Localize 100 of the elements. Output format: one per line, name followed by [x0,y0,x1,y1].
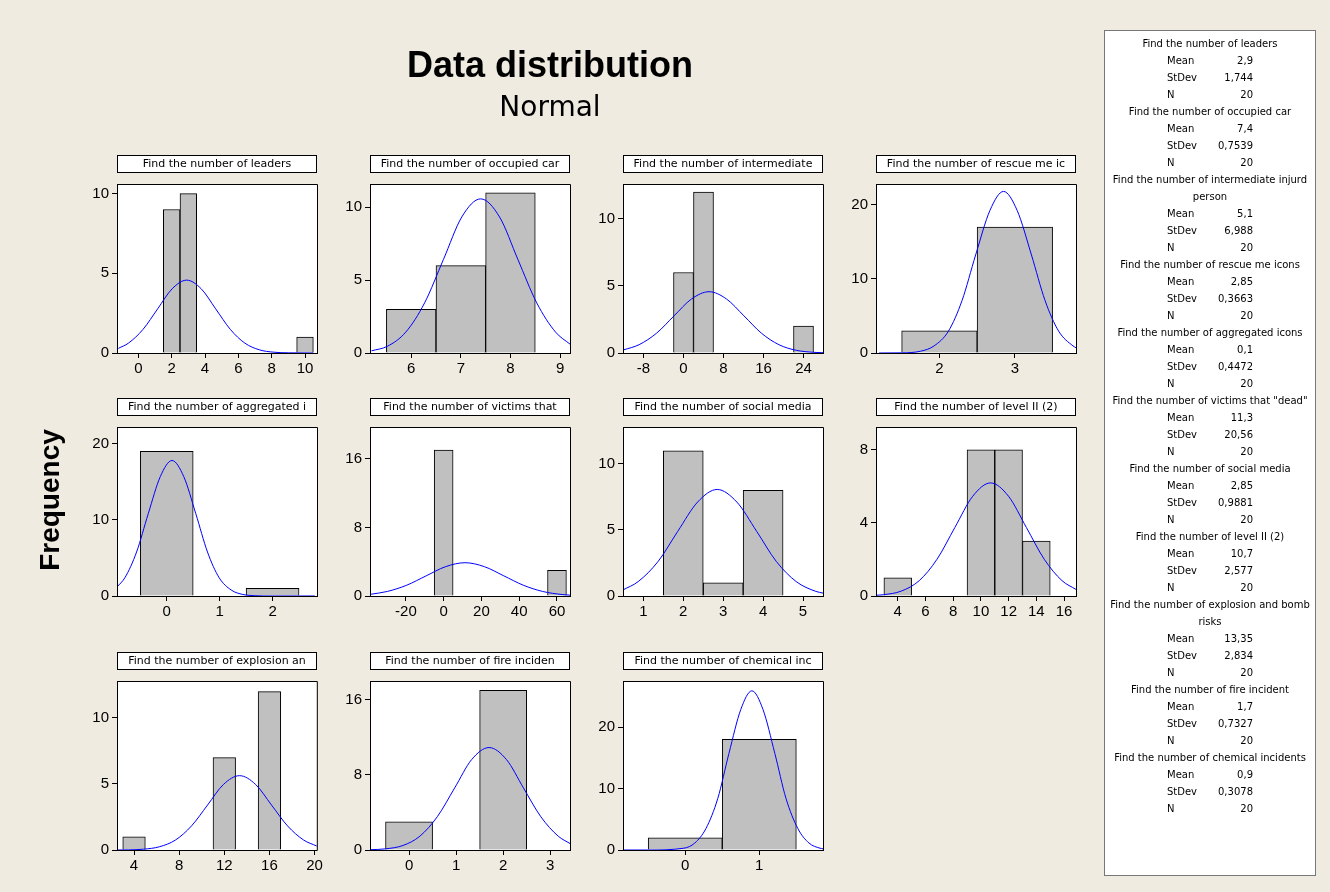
x-tick-label: 0 [404,856,414,874]
y-tick-label: 0 [353,840,362,858]
y-tick-label: 10 [851,269,868,287]
chart-title: Find the number of aggregated i [117,398,317,416]
x-tick-label: 7 [456,359,465,377]
line-series [370,562,570,596]
text: N 20 [1167,735,1253,746]
y-tick-label: 10 [598,209,615,227]
y-tick-label: 10 [598,454,615,472]
x-tick-label: 4 [129,856,139,874]
x-tick-label: 3 [1010,359,1020,377]
y-tick-label: 10 [92,510,109,528]
x-tick-label: 3 [719,602,728,620]
text: Mean 10,7 [1167,548,1253,559]
x-tick-label: 1 [215,602,224,620]
y-tick-label: 8 [353,517,362,535]
y-tick-label: 0 [606,840,615,858]
x-tick-label: 2 [499,856,508,874]
text: N 20 [1167,514,1253,525]
text: StDev 0,7327 [1167,718,1253,729]
chart-title: Find the number of leaders [117,155,317,173]
text: Find the number of level II (2) [1134,530,1286,544]
x-tick-label: 8 [506,359,515,377]
text: N 20 [1167,378,1253,389]
text: Mean 0,1 [1167,344,1253,355]
y-tick-label: 0 [100,343,109,361]
text: Find the number of rescue me icons [1119,258,1301,272]
text: StDev 0,3078 [1167,786,1253,797]
chart-title: Find the number of occupied car [370,155,570,173]
text: N 20 [1167,157,1253,168]
x-tick-label: 10 [296,359,314,377]
x-tick-label: 40 [510,602,528,620]
text: StDev 0,7539 [1167,140,1253,151]
text: Mean 2,85 [1167,276,1253,287]
y-tick-label: 0 [100,586,109,604]
x-tick-label: 8 [175,856,184,874]
text: StDev 6,988 [1167,225,1253,236]
chart-title: Find the number of rescue me ic [876,155,1076,173]
x-tick-label: 24 [795,359,812,377]
x-tick-label: 1 [451,856,461,874]
text: Mean 13,35 [1167,633,1253,644]
text: Mean 2,85 [1167,480,1253,491]
text: Find the number of aggregated icons [1116,326,1304,340]
x-tick-label: 2 [679,602,688,620]
x-tick-label: 4 [893,602,902,620]
x-tick-label: 20 [306,856,323,874]
text: StDev 0,9881 [1167,497,1253,508]
text: StDev 2,834 [1167,650,1253,661]
y-tick-label: 5 [100,263,109,281]
y-tick-label: 4 [859,513,868,531]
x-tick-label: 0 [679,359,688,377]
y-tick-label: 20 [851,194,868,212]
y-tick-label: 0 [353,586,362,604]
x-tick-label: 60 [548,602,566,620]
line-series [876,482,1076,596]
text: Mean 0,9 [1167,769,1253,780]
text: Mean 5,1 [1167,208,1253,219]
x-tick-label: 1 [755,856,764,874]
chart-title: Find the number of level II (2) [876,398,1076,416]
chart-title: Find the number of explosion an [117,652,317,670]
y-tick-label: 0 [859,586,868,604]
text: Normal [498,90,602,123]
y-tick-label: 8 [353,764,362,782]
text: Data distribution [406,44,694,86]
line-series [117,460,316,596]
y-tick-label: 20 [598,717,615,735]
x-tick-label: 9 [555,359,565,377]
text: N 20 [1167,89,1253,100]
x-tick-label: 14 [1028,602,1045,620]
x-tick-label: 6 [234,359,243,377]
x-tick-label: 16 [755,359,772,377]
x-tick-label: 8 [949,602,958,620]
text: Mean 7,4 [1167,123,1253,134]
x-tick-label: 20 [473,602,490,620]
text: StDev 0,3663 [1167,293,1253,304]
y-tick-label: 0 [353,343,362,361]
x-tick-label: -8 [636,359,651,377]
x-tick-label: 4 [200,359,210,377]
y-tick-label: 10 [92,708,109,726]
y-tick-label: 8 [859,439,868,457]
x-tick-label: -20 [395,602,417,620]
text: Find the number of explosion and bomb risks [1109,598,1311,629]
y-tick-label: 0 [859,343,868,361]
y-tick-label: 16 [345,448,362,466]
x-tick-label: 0 [439,602,448,620]
text: Find the number of social media [1128,462,1292,476]
text: N 20 [1167,667,1253,678]
y-tick-label: 0 [100,840,109,858]
x-tick-label: 3 [546,856,555,874]
x-tick-label: 2 [268,602,277,620]
line-series [623,690,823,850]
y-tick-label: 10 [92,183,109,201]
chart-title: Find the number of victims that [370,398,570,416]
x-tick-label: 10 [972,602,990,620]
x-tick-label: 2 [935,359,944,377]
text: N 20 [1167,310,1253,321]
y-tick-label: 0 [606,343,615,361]
x-tick-label: 16 [1055,602,1073,620]
line-series [117,279,314,353]
y-tick-label: 0 [606,586,615,604]
